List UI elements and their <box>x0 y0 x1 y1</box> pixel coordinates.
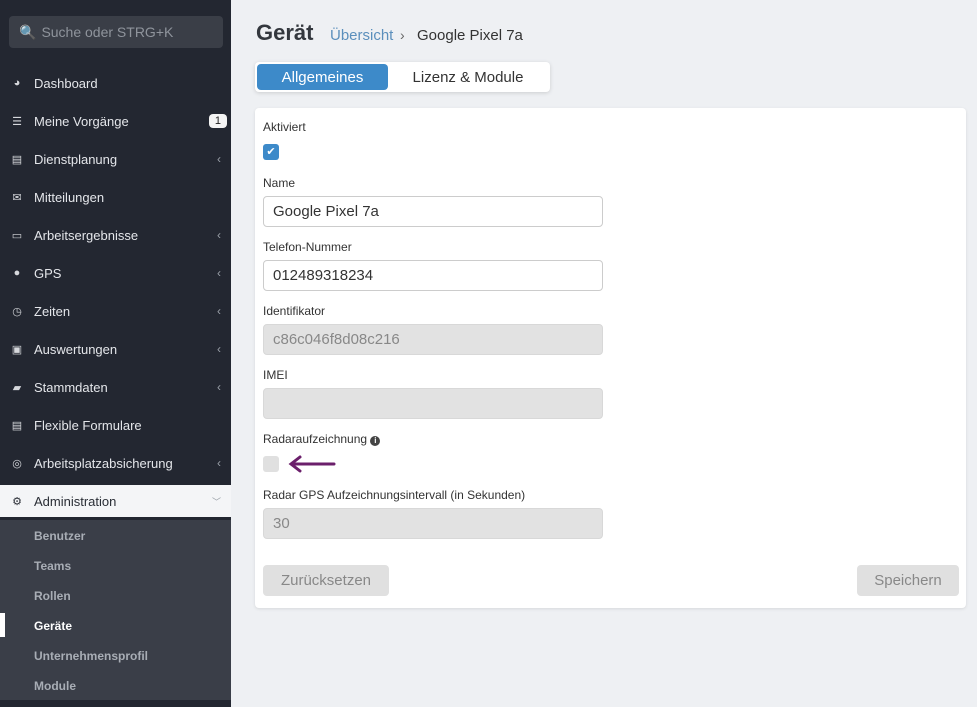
imei-input <box>263 388 603 419</box>
chevron-left-icon: ‹ <box>217 152 221 166</box>
list-icon: ☰ <box>12 115 22 128</box>
radar-label: Radaraufzeichnung i <box>263 432 381 446</box>
radar-checkbox[interactable] <box>263 456 279 472</box>
phone-input[interactable]: 012489318234 <box>263 260 603 291</box>
admin-submenu: Benutzer Teams Rollen Geräte Unternehmen… <box>0 520 231 700</box>
submenu-item-module[interactable]: Module <box>34 679 76 693</box>
chevron-left-icon: ‹ <box>217 228 221 242</box>
identifier-label: Identifikator <box>263 304 326 318</box>
submenu-item-teams[interactable]: Teams <box>34 559 72 573</box>
sidebar-item-meine-vorgaenge[interactable]: ☰ Meine Vorgänge 1 <box>0 102 231 140</box>
sidebar-item-auswertungen[interactable]: ▣ Auswertungen ‹ <box>0 330 231 368</box>
sidebar: 🔍 Suche oder STRG+K ◕ Dashboard ☰ Meine Vor… <box>0 0 231 707</box>
name-input[interactable]: Google Pixel 7a <box>263 196 603 227</box>
map-marker-icon: ● <box>13 267 21 279</box>
schedule-icon: ▤ <box>11 153 23 166</box>
device-form: Aktiviert ✔ Name Google Pixel 7a Telefon… <box>255 108 966 608</box>
chevron-down-icon: ﹀ <box>211 496 221 507</box>
gears-icon: ⚙ <box>12 495 22 508</box>
submenu-item-geraete[interactable]: Geräte <box>34 619 73 633</box>
sidebar-item-dashboard[interactable]: ◕ Dashboard <box>0 64 231 102</box>
chevron-left-icon: ‹ <box>217 342 221 356</box>
submenu-item-unternehmensprofil[interactable]: Unternehmensprofil <box>34 649 149 663</box>
info-icon[interactable]: i <box>370 436 381 446</box>
sidebar-item-arbeitsergebnisse[interactable]: ▭ Arbeitsergebnisse ‹ <box>0 216 231 254</box>
submenu-item-benutzer[interactable]: Benutzer <box>34 529 86 543</box>
save-button[interactable]: Speichern <box>857 565 959 596</box>
reset-button[interactable]: Zurücksetzen <box>263 565 389 596</box>
interval-input: 30 <box>263 508 603 539</box>
sidebar-item-stammdaten[interactable]: ▰ Stammdaten ‹ <box>0 368 231 406</box>
envelope-icon: ✉ <box>12 191 22 204</box>
sidebar-item-dienstplanung[interactable]: ▤ Dienstplanung ‹ <box>0 140 231 178</box>
form-icon: ▤ <box>11 419 23 432</box>
imei-label: IMEI <box>263 368 288 382</box>
activated-checkbox[interactable]: ✔ <box>263 144 279 160</box>
active-indicator <box>0 613 5 637</box>
breadcrumb-separator-icon: › <box>400 27 405 43</box>
sidebar-item-administration[interactable]: ⚙ Administration ﹀ <box>0 485 231 517</box>
sidebar-item-flexible-formulare[interactable]: ▤ Flexible Formulare <box>0 406 231 444</box>
tab-allgemeines[interactable]: Allgemeines <box>257 64 388 90</box>
clock-icon: ◷ <box>12 305 22 318</box>
tab-bar: Allgemeines Lizenz & Module <box>255 62 550 92</box>
sidebar-item-gps[interactable]: ● GPS ‹ <box>0 254 231 292</box>
identifier-input: c86c046f8d08c216 <box>263 324 603 355</box>
page-title: Gerät <box>256 20 314 45</box>
search-input[interactable]: 🔍 Suche oder STRG+K <box>9 16 223 48</box>
chevron-left-icon: ‹ <box>217 266 221 280</box>
tab-lizenz-module[interactable]: Lizenz & Module <box>412 68 524 86</box>
submenu-item-rollen[interactable]: Rollen <box>34 589 71 603</box>
sidebar-item-arbeitsplatzabsicherung[interactable]: ◎ Arbeitsplatzabsicherung ‹ <box>0 444 231 482</box>
book-icon: ▰ <box>12 381 22 394</box>
report-icon: ▣ <box>11 343 23 356</box>
dashboard-icon: ◕ <box>13 77 21 89</box>
phone-label: Telefon-Nummer <box>263 240 352 254</box>
breadcrumb-current: Google Pixel 7a <box>417 27 523 44</box>
arrow-left-icon <box>288 455 336 473</box>
sidebar-item-zeiten[interactable]: ◷ Zeiten ‹ <box>0 292 231 330</box>
name-label: Name <box>263 176 296 190</box>
chevron-left-icon: ‹ <box>217 380 221 394</box>
chevron-left-icon: ‹ <box>217 304 221 318</box>
lifebuoy-icon: ◎ <box>12 457 22 470</box>
monitor-icon: ▭ <box>11 229 23 242</box>
breadcrumb-link[interactable]: Übersicht <box>330 27 394 44</box>
search-icon: 🔍 <box>19 23 37 40</box>
interval-label: Radar GPS Aufzeichnungsintervall (in Sek… <box>263 488 526 502</box>
chevron-left-icon: ‹ <box>217 456 221 470</box>
activated-label: Aktiviert <box>263 120 306 134</box>
sidebar-item-mitteilungen[interactable]: ✉ Mitteilungen <box>0 178 231 216</box>
count-badge: 1 <box>208 114 227 128</box>
